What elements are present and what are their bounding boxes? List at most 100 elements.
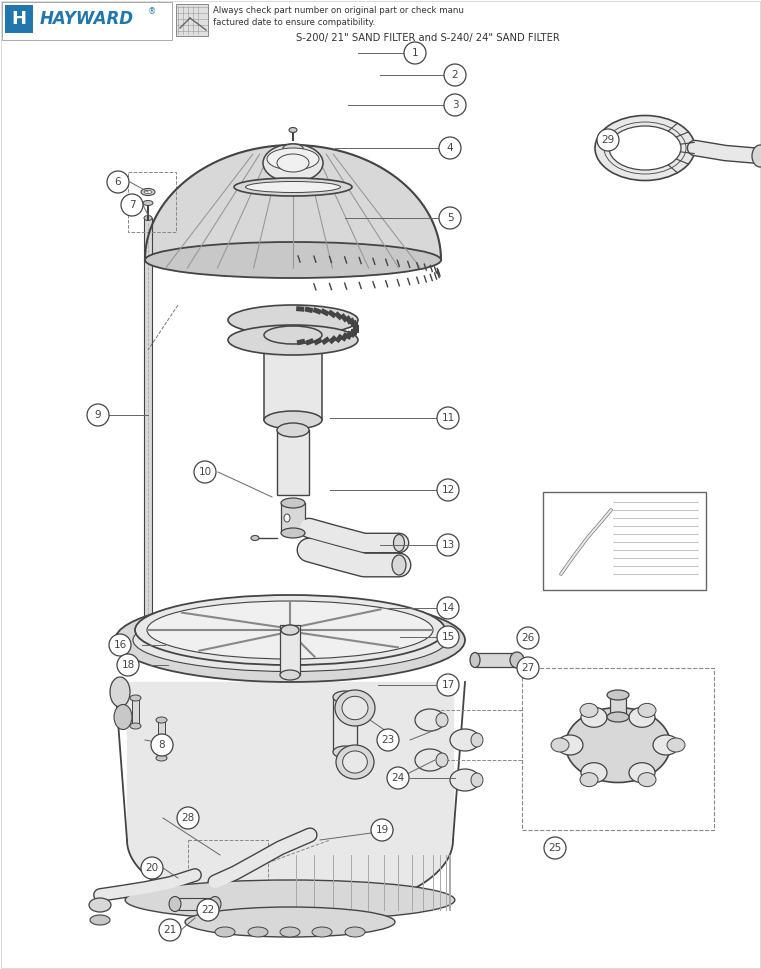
Ellipse shape — [228, 305, 358, 335]
Ellipse shape — [667, 738, 685, 752]
Bar — [277, 430, 309, 495]
Circle shape — [177, 807, 199, 829]
Text: 10: 10 — [199, 467, 212, 477]
Ellipse shape — [450, 769, 480, 791]
Text: 22: 22 — [202, 905, 215, 915]
Ellipse shape — [565, 707, 670, 783]
Bar — [354, 325, 358, 333]
Ellipse shape — [392, 555, 406, 575]
Text: 1: 1 — [412, 48, 419, 58]
Bar — [313, 307, 322, 315]
Circle shape — [517, 627, 539, 649]
Bar — [335, 333, 344, 343]
Text: 6: 6 — [115, 177, 121, 187]
Text: 29: 29 — [601, 135, 615, 145]
Ellipse shape — [144, 191, 152, 194]
Ellipse shape — [629, 763, 655, 783]
Text: 12: 12 — [441, 485, 454, 495]
Ellipse shape — [436, 713, 448, 727]
Circle shape — [87, 404, 109, 426]
Bar — [2, 2, 172, 40]
Text: 9: 9 — [94, 410, 101, 420]
Ellipse shape — [415, 709, 445, 731]
Ellipse shape — [336, 745, 374, 779]
Polygon shape — [127, 840, 453, 915]
Bar — [327, 310, 337, 319]
Ellipse shape — [638, 703, 656, 717]
Ellipse shape — [335, 690, 375, 726]
Bar — [320, 308, 330, 317]
Circle shape — [197, 899, 219, 921]
Text: factured date to ensure compatibility.: factured date to ensure compatibility. — [213, 17, 375, 26]
Bar — [128, 172, 176, 232]
Circle shape — [437, 597, 459, 619]
Ellipse shape — [251, 536, 259, 541]
Bar — [321, 336, 330, 345]
Bar — [297, 338, 305, 345]
Bar — [522, 668, 714, 830]
Ellipse shape — [133, 609, 447, 672]
Circle shape — [437, 479, 459, 501]
Bar — [176, 4, 208, 36]
Bar — [349, 328, 356, 338]
Ellipse shape — [283, 144, 303, 152]
Bar — [475, 653, 517, 667]
Ellipse shape — [638, 772, 656, 787]
Text: 19: 19 — [375, 825, 389, 835]
Ellipse shape — [345, 927, 365, 937]
Bar — [610, 695, 626, 717]
Ellipse shape — [415, 749, 445, 771]
Ellipse shape — [312, 927, 332, 937]
Text: 18: 18 — [121, 660, 135, 670]
Ellipse shape — [580, 772, 598, 787]
Ellipse shape — [393, 535, 405, 551]
Text: 7: 7 — [129, 200, 135, 210]
Ellipse shape — [607, 690, 629, 700]
Text: 28: 28 — [181, 813, 195, 823]
Text: H: H — [11, 10, 27, 28]
Bar — [345, 330, 353, 340]
Ellipse shape — [289, 128, 297, 133]
Ellipse shape — [147, 601, 433, 659]
Ellipse shape — [248, 927, 268, 937]
Ellipse shape — [284, 514, 290, 522]
Text: 27: 27 — [521, 663, 535, 673]
Ellipse shape — [607, 712, 629, 722]
Ellipse shape — [277, 423, 309, 437]
Ellipse shape — [264, 411, 322, 429]
Text: ®: ® — [148, 8, 156, 16]
Ellipse shape — [342, 751, 368, 773]
Text: 16: 16 — [113, 640, 126, 650]
Ellipse shape — [246, 181, 340, 193]
Ellipse shape — [281, 528, 305, 538]
Bar — [158, 720, 165, 758]
Ellipse shape — [595, 115, 695, 180]
Ellipse shape — [653, 735, 679, 755]
Ellipse shape — [263, 144, 323, 182]
Ellipse shape — [280, 927, 300, 937]
Circle shape — [444, 64, 466, 86]
Ellipse shape — [89, 898, 111, 912]
Ellipse shape — [629, 707, 655, 728]
Bar — [281, 503, 305, 533]
Text: 5: 5 — [447, 213, 454, 223]
Circle shape — [109, 634, 131, 656]
Ellipse shape — [581, 763, 607, 783]
Ellipse shape — [234, 178, 352, 196]
Text: HAYWARD: HAYWARD — [40, 10, 134, 28]
Ellipse shape — [471, 773, 483, 787]
Text: 14: 14 — [441, 603, 454, 613]
Circle shape — [404, 42, 426, 64]
Ellipse shape — [342, 697, 368, 720]
Polygon shape — [127, 682, 453, 840]
Text: S-200/ 21" SAND FILTER and S-240/ 24" SAND FILTER: S-200/ 21" SAND FILTER and S-240/ 24" SA… — [296, 33, 560, 43]
Text: 8: 8 — [159, 740, 165, 750]
Ellipse shape — [470, 652, 480, 668]
Circle shape — [437, 674, 459, 696]
Ellipse shape — [115, 598, 465, 682]
Bar — [543, 492, 706, 590]
Ellipse shape — [752, 145, 761, 167]
Text: 26: 26 — [521, 633, 535, 643]
Ellipse shape — [144, 215, 152, 221]
Bar — [296, 306, 304, 312]
